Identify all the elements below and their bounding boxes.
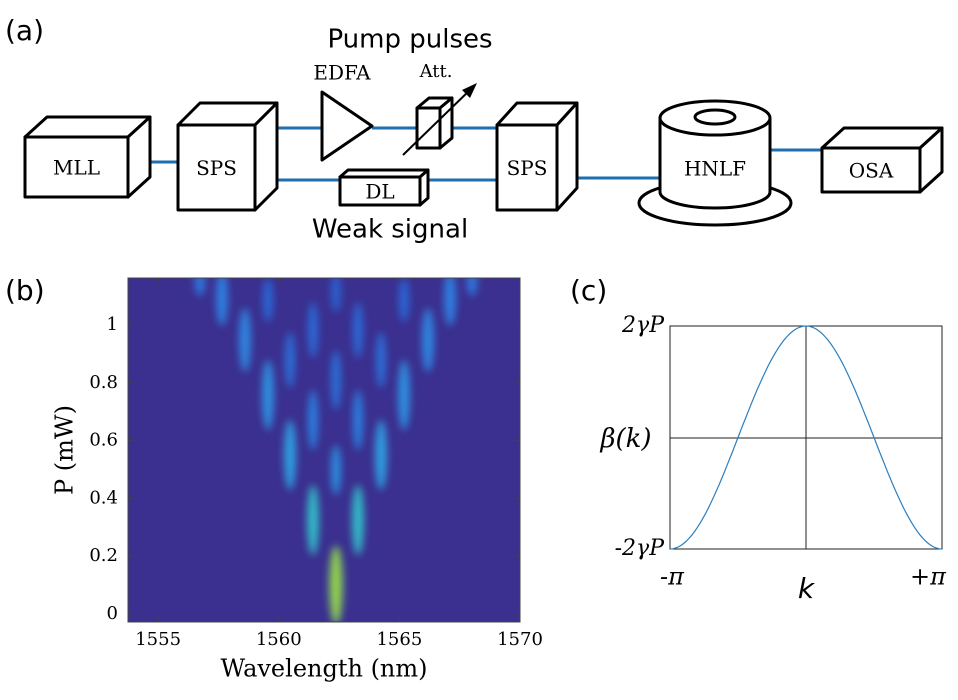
mll-box: MLL	[23, 115, 152, 199]
box-front	[415, 106, 442, 150]
fibers	[130, 126, 822, 182]
y-tick-label: 1	[107, 314, 118, 335]
y-tick-label: 0.4	[89, 487, 118, 508]
att-arrow	[402, 87, 473, 156]
hnlf-spool	[637, 99, 793, 227]
att-arrowhead	[462, 83, 477, 98]
heatmap-bg	[128, 278, 520, 622]
panel-label: (a)	[5, 14, 44, 47]
osa-box: OSA	[820, 126, 944, 194]
plot-frame	[127, 277, 521, 623]
y-axis-label: P (mW)	[51, 405, 79, 495]
sps-box: SPS	[495, 101, 579, 212]
y-tick-label: 0.8	[89, 372, 118, 393]
panel-label: (c)	[570, 274, 607, 307]
edfa-label: EDFA	[313, 61, 371, 85]
y-tick-label: -2γP	[615, 536, 666, 561]
box-front	[495, 123, 559, 212]
att-label: Att.	[419, 61, 453, 82]
diagram-label: Weak signal	[312, 215, 468, 245]
box-front	[338, 175, 422, 207]
sps-box-label: SPS	[196, 156, 237, 180]
edfa-amplifier	[320, 90, 374, 162]
panel-b: (b)	[5, 274, 521, 683]
box-side	[438, 96, 454, 150]
att-box	[415, 96, 454, 150]
sps-box-label: SPS	[507, 156, 548, 180]
panel-c: (c) 2γP -2γP β(k) -π +π k	[570, 274, 947, 605]
x-tick-label: 1555	[135, 629, 181, 650]
box-front	[820, 146, 922, 194]
heatmap-pattern	[195, 278, 477, 622]
y-tick-label: 0.2	[89, 545, 118, 566]
x-tick-label: 1570	[497, 629, 543, 650]
y-tick-label: 0.6	[89, 430, 118, 451]
x-tick-label: -π	[660, 563, 685, 591]
setup-diagram: (a) Pump pulses Weak signal EDFA Att. HN…	[5, 14, 944, 245]
sps-box: SPS	[176, 101, 279, 212]
panel-label: (b)	[5, 274, 45, 307]
dl-box-label: DL	[365, 180, 394, 204]
osa-box-label: OSA	[849, 159, 894, 183]
x-tick-label: 1560	[256, 629, 302, 650]
y-tick-label: 0	[107, 603, 118, 624]
box-front	[23, 135, 130, 199]
dl-box: DL	[338, 168, 430, 207]
diagram-title: Pump pulses	[327, 25, 492, 55]
x-axis-label: k	[798, 572, 816, 605]
x-axis-label: Wavelength (nm)	[220, 655, 427, 683]
x-tick-label: +π	[910, 563, 947, 591]
band-curve	[669, 325, 943, 550]
x-tick-label: 1565	[376, 629, 422, 650]
y-axis-label: β(k)	[599, 424, 651, 454]
mll-box-label: MLL	[53, 156, 100, 180]
hnlf-label: HNLF	[684, 157, 746, 181]
y-tick-label: 2γP	[621, 313, 665, 338]
box-front	[176, 123, 257, 212]
